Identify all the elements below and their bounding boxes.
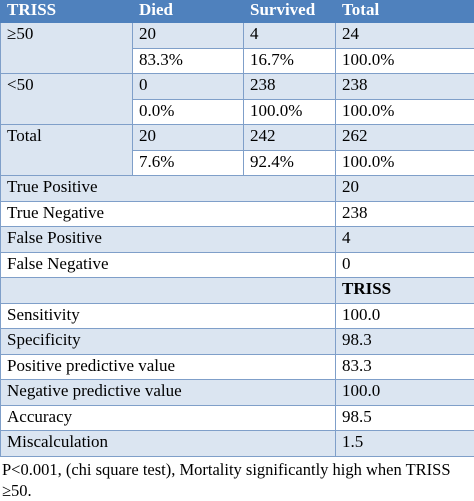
- cell: 24: [336, 23, 474, 49]
- group-label: ≥50: [1, 23, 133, 74]
- metric-label: False Positive: [1, 227, 336, 253]
- metric-value: 20: [336, 176, 474, 202]
- metric-label: False Negative: [1, 252, 336, 278]
- metric-value: 100.0: [336, 380, 474, 406]
- cell: 242: [244, 125, 336, 151]
- group-label: <50: [1, 74, 133, 125]
- metric-value: 238: [336, 201, 474, 227]
- cell: 92.4%: [244, 150, 336, 176]
- subheader-row: TRISS: [1, 278, 474, 304]
- header-cell: Died: [133, 1, 244, 23]
- metric-label: True Positive: [1, 176, 336, 202]
- cell: 262: [336, 125, 474, 151]
- cell: 16.7%: [244, 48, 336, 74]
- cell: 100.0%: [244, 99, 336, 125]
- metric-value: 1.5: [336, 431, 474, 457]
- metric-label: Negative predictive value: [1, 380, 336, 406]
- metric-value: 98.3: [336, 329, 474, 355]
- cell: 100.0%: [336, 48, 474, 74]
- cell: 100.0%: [336, 99, 474, 125]
- metric-value: 98.5: [336, 405, 474, 431]
- cell: 4: [244, 23, 336, 49]
- header-cell: Survived: [244, 1, 336, 23]
- cell: 100.0%: [336, 150, 474, 176]
- group-label: Total: [1, 125, 133, 176]
- metric-label: Accuracy: [1, 405, 336, 431]
- cell: 83.3%: [133, 48, 244, 74]
- metric-label: Miscalculation: [1, 431, 336, 457]
- cell: 20: [133, 125, 244, 151]
- cell: 238: [244, 74, 336, 100]
- header-cell: TRISS: [1, 1, 133, 23]
- subheader: TRISS: [336, 278, 474, 304]
- metric-value: 0: [336, 252, 474, 278]
- metric-value: 4: [336, 227, 474, 253]
- metric-label: Positive predictive value: [1, 354, 336, 380]
- cell: 0.0%: [133, 99, 244, 125]
- metric-label: Specificity: [1, 329, 336, 355]
- cell: 7.6%: [133, 150, 244, 176]
- metric-value: 83.3: [336, 354, 474, 380]
- cell: 238: [336, 74, 474, 100]
- metric-value: 100.0: [336, 303, 474, 329]
- cell: 20: [133, 23, 244, 49]
- metric-label: Sensitivity: [1, 303, 336, 329]
- metric-label: True Negative: [1, 201, 336, 227]
- header-cell: Total: [336, 1, 474, 23]
- cell: 0: [133, 74, 244, 100]
- footnote: P<0.001, (chi square test), Mortality si…: [2, 459, 474, 501]
- blank: [1, 278, 336, 304]
